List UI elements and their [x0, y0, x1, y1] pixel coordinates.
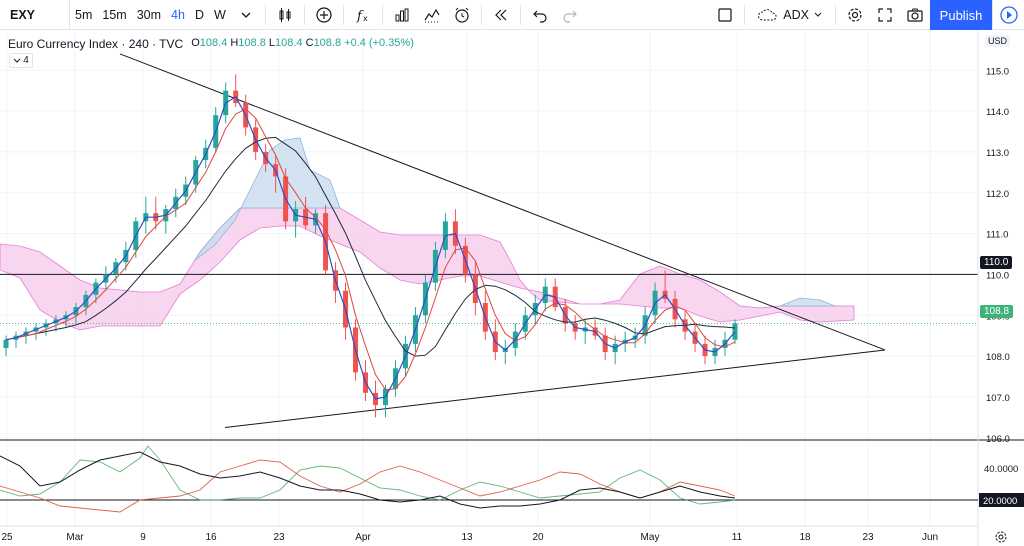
candle — [482, 290, 488, 340]
time-tick-label: Apr — [355, 532, 371, 543]
price-tick-label: 114.0 — [986, 107, 1009, 118]
time-tick-label: 11 — [732, 532, 743, 543]
candle — [492, 319, 498, 361]
indicator-tick-label: 40.0000 — [984, 464, 1018, 475]
level-price-tag: 110.0 — [980, 256, 1013, 269]
candle — [163, 205, 169, 234]
time-tick-label: Mar — [66, 532, 84, 543]
time-tick-label: 13 — [461, 532, 473, 543]
minus-di-line — [0, 459, 736, 513]
candle — [3, 335, 9, 357]
interval-15m[interactable]: 15m — [102, 7, 127, 22]
play-icon[interactable] — [992, 0, 1024, 30]
plus-di-line — [0, 445, 736, 505]
time-tick-label: 9 — [140, 532, 146, 543]
candle — [732, 319, 738, 344]
chevron-down-icon — [814, 12, 822, 17]
camera-icon[interactable] — [900, 0, 930, 30]
candles-icon[interactable] — [270, 0, 300, 30]
price-tick-label: 115.0 — [986, 66, 1009, 77]
candle — [333, 262, 339, 303]
chart-legend: Euro Currency Index · 240 · TVC O108.4 H… — [8, 37, 414, 51]
adx-line — [0, 451, 736, 509]
currency-label: USD — [985, 35, 1011, 47]
time-tick-label: 23 — [273, 532, 285, 543]
ma-mid — [5, 108, 736, 391]
fullscreen-icon[interactable] — [870, 0, 900, 30]
time-tick-label: Jun — [922, 532, 938, 543]
interval-4h[interactable]: 4h — [171, 7, 185, 22]
time-tick-label: 23 — [862, 532, 874, 543]
gear-icon[interactable] — [840, 0, 870, 30]
candle — [143, 196, 149, 234]
time-tick-label: 18 — [799, 532, 811, 543]
time-tick-label: 25 — [1, 532, 13, 543]
ma-slow — [5, 136, 736, 357]
candle — [502, 339, 508, 365]
redo-icon[interactable] — [555, 0, 585, 30]
candle — [233, 74, 239, 107]
interval-5m[interactable]: 5m — [75, 7, 93, 22]
candle — [323, 205, 329, 275]
candle — [213, 107, 219, 152]
ichimoku-cloud-blue — [194, 137, 836, 307]
price-tick-label: 110.0 — [986, 270, 1009, 281]
price-tick-label: 108.0 — [986, 352, 1010, 363]
price-tick-label: 113.0 — [986, 148, 1009, 159]
symbol-search[interactable]: EXY — [0, 0, 70, 30]
svg-text:f: f — [356, 9, 364, 24]
undo-icon[interactable] — [525, 0, 555, 30]
candle — [13, 331, 19, 348]
alert-icon[interactable] — [447, 0, 477, 30]
indicator-tag-bg — [979, 493, 1024, 507]
ma-fast — [5, 95, 736, 400]
price-tick-label: 112.0 — [986, 189, 1009, 200]
price-tick-label: 106.0 — [986, 434, 1010, 445]
gear-icon[interactable] — [994, 530, 1008, 544]
candle — [33, 323, 39, 340]
time-tick-label: May — [641, 532, 660, 543]
chevron-down-icon[interactable] — [231, 0, 261, 30]
replay-icon[interactable] — [486, 0, 516, 30]
publish-button[interactable]: Publish — [930, 0, 992, 30]
time-tick-label: 16 — [205, 532, 217, 543]
indicator-tick-label: 20.0000 — [983, 496, 1017, 507]
bar-style-icon[interactable] — [387, 0, 417, 30]
price-tick-label: 111.0 — [986, 230, 1008, 241]
price-chart[interactable]: 115.0114.0113.0112.0111.0110.0109.0108.0… — [0, 30, 1024, 546]
time-tick-label: 20 — [532, 532, 544, 543]
interval-30m[interactable]: 30m — [136, 7, 162, 22]
interval-group: 5m 15m 30m 4h D W — [70, 0, 231, 30]
square-icon[interactable] — [710, 0, 740, 30]
cloud-icon — [758, 9, 777, 21]
price-tick-label: 107.0 — [986, 393, 1010, 404]
adx-label: ADX — [783, 8, 809, 22]
interval-d[interactable]: D — [194, 7, 204, 22]
chevron-down-icon — [13, 58, 21, 63]
candle — [552, 278, 558, 312]
add-compare-icon[interactable] — [309, 0, 339, 30]
candle — [43, 319, 49, 336]
svg-text:x: x — [363, 14, 368, 23]
current-price-tag: 108.8 — [980, 305, 1014, 318]
legend-title: Euro Currency Index · 240 · TVC — [8, 37, 184, 51]
study-template-button[interactable]: ADX — [749, 0, 831, 30]
trendline-lower — [224, 349, 886, 429]
templates-icon[interactable] — [417, 0, 447, 30]
legend-collapse-button[interactable]: 4 — [9, 53, 33, 68]
interval-w[interactable]: W — [213, 7, 226, 22]
ohlc-values: O108.4 H108.8 L108.4 C108.8 +0.4 (+0.35%… — [191, 37, 414, 49]
